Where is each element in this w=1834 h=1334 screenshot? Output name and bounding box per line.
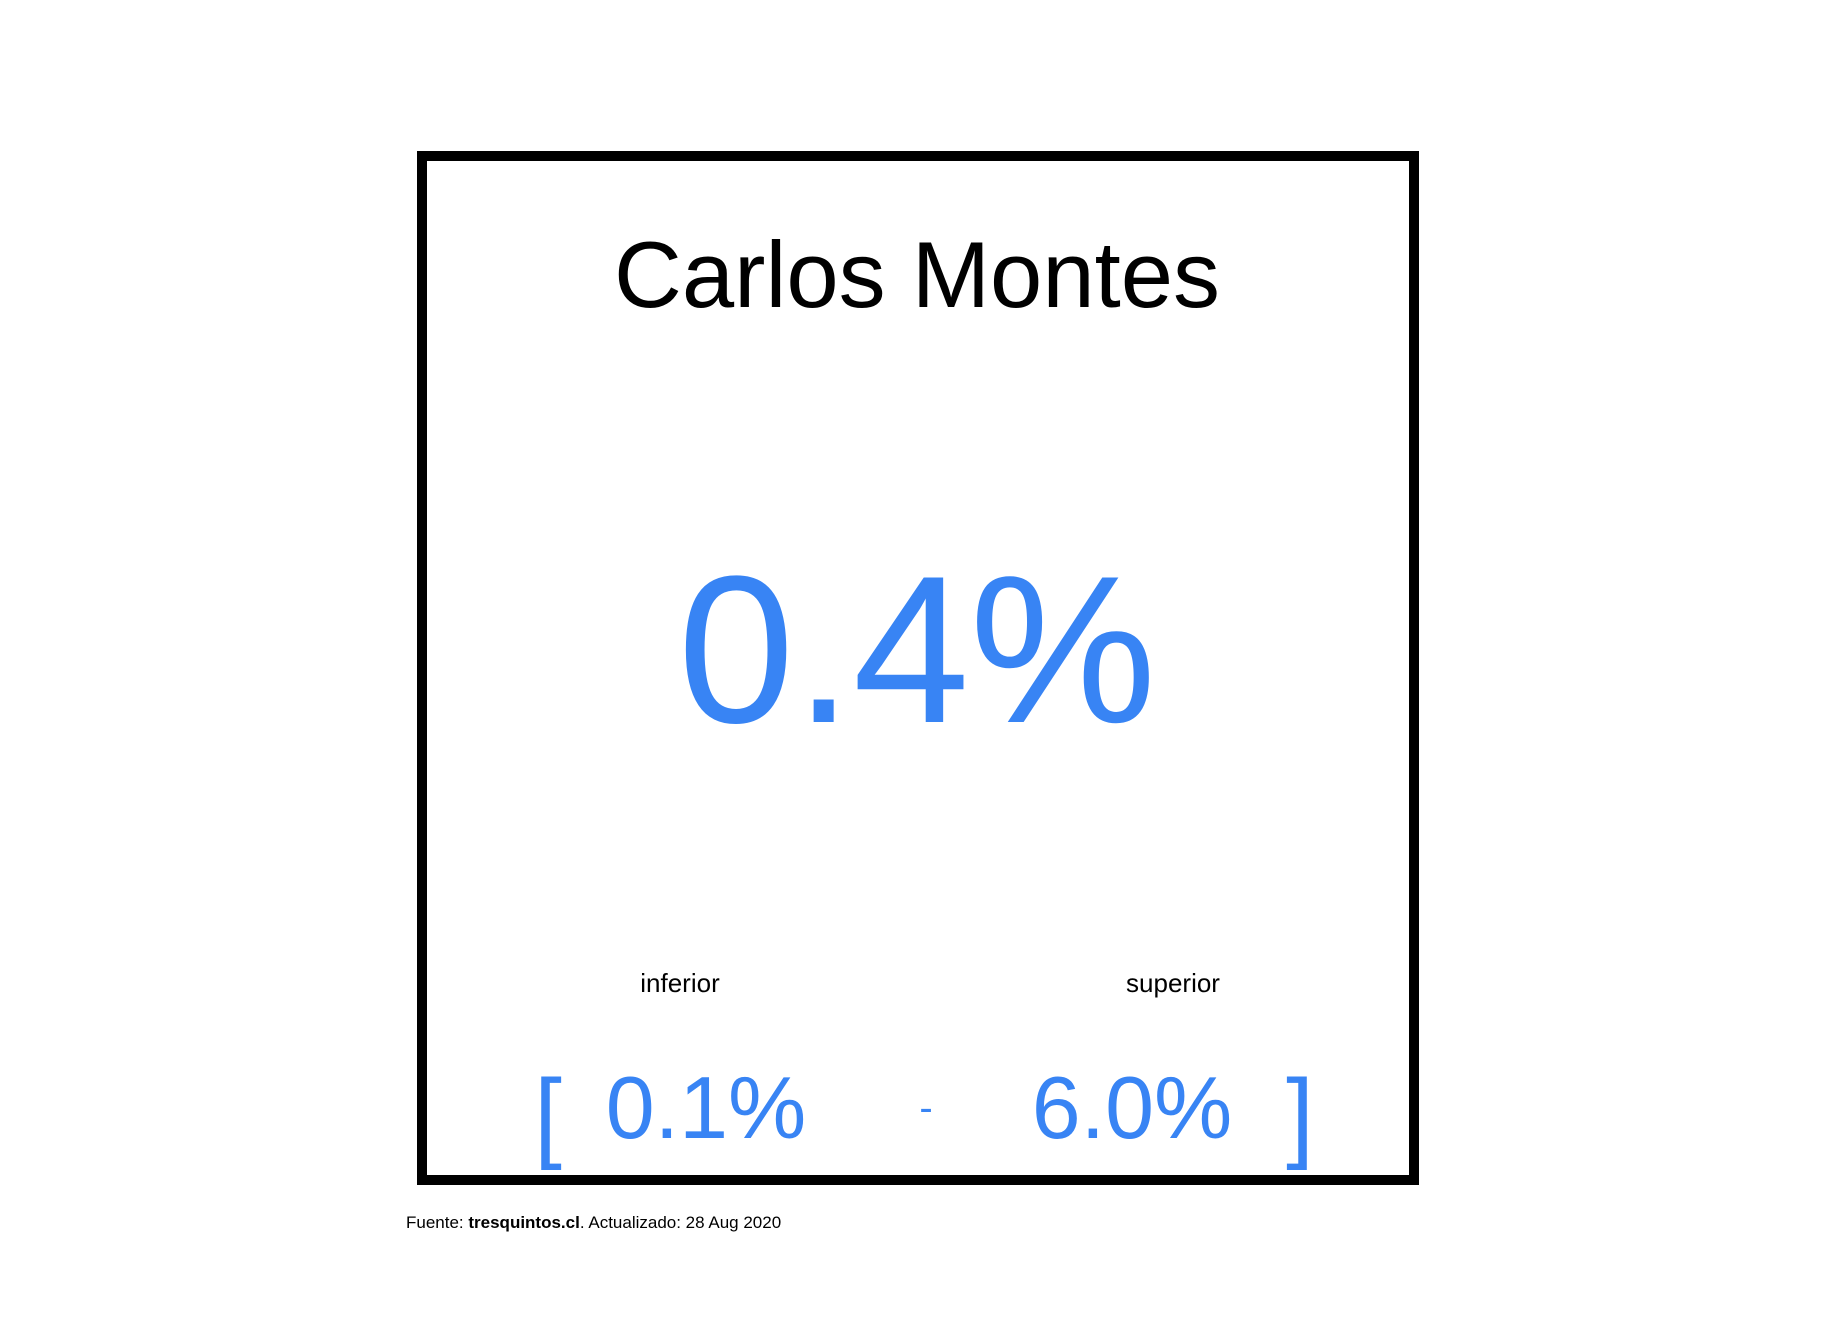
lower-value: 0.1%: [605, 1058, 807, 1157]
lower-label: inferior: [640, 968, 720, 998]
footer-updated: . Actualizado: 28 Aug 2020: [579, 1213, 782, 1232]
main-percentage: 0.4%: [677, 532, 1157, 767]
open-bracket: [: [534, 1059, 562, 1171]
candidate-card: [417, 151, 1419, 1185]
upper-label: superior: [1126, 968, 1220, 998]
footer-source-link[interactable]: tresquintos.cl: [468, 1213, 580, 1232]
footer-source: Fuente: tresquintos.cl. Actualizado: 28 …: [406, 1214, 781, 1231]
candidate-name: Carlos Montes: [614, 222, 1220, 327]
range-separator: -: [919, 1086, 933, 1130]
footer-prefix: Fuente:: [406, 1213, 469, 1232]
close-bracket: ]: [1286, 1059, 1314, 1171]
upper-value: 6.0%: [1031, 1058, 1233, 1157]
